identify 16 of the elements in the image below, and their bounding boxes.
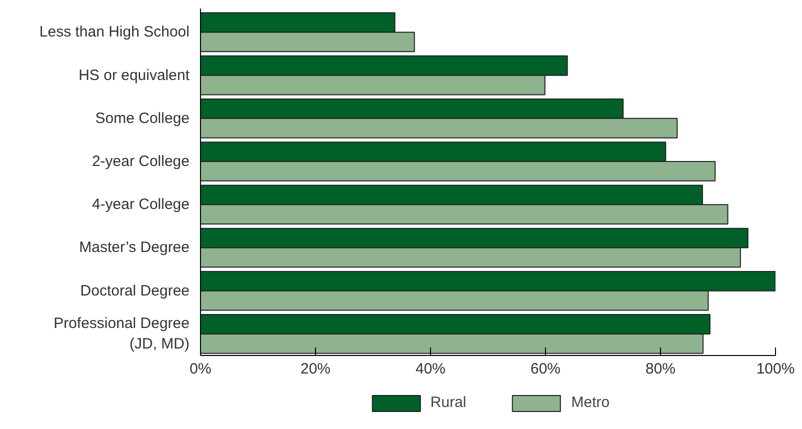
y-tick-label: Master’s Degree bbox=[79, 239, 190, 256]
y-tick-label: HS or equivalent bbox=[78, 66, 190, 84]
y-tick-label: 2-year College bbox=[92, 153, 190, 170]
x-tick-label: 100% bbox=[756, 360, 795, 378]
x-tick-label: 20% bbox=[300, 360, 331, 378]
legend-label: Metro bbox=[571, 394, 610, 411]
x-tick-label: 0% bbox=[190, 360, 212, 378]
x-tick-label: 60% bbox=[530, 360, 561, 378]
y-tick-label: 4-year College bbox=[92, 196, 190, 214]
legend-label: Rural bbox=[430, 394, 466, 411]
x-tick-label: 40% bbox=[415, 360, 446, 378]
y-tick-label: Some College bbox=[95, 110, 190, 127]
y-tick-label: Professional Degree (JD, MD) bbox=[54, 315, 190, 353]
y-tick-label: Less than High School bbox=[39, 24, 190, 41]
x-tick-label: 80% bbox=[645, 360, 676, 378]
y-tick-label: Doctoral Degree bbox=[80, 282, 190, 300]
